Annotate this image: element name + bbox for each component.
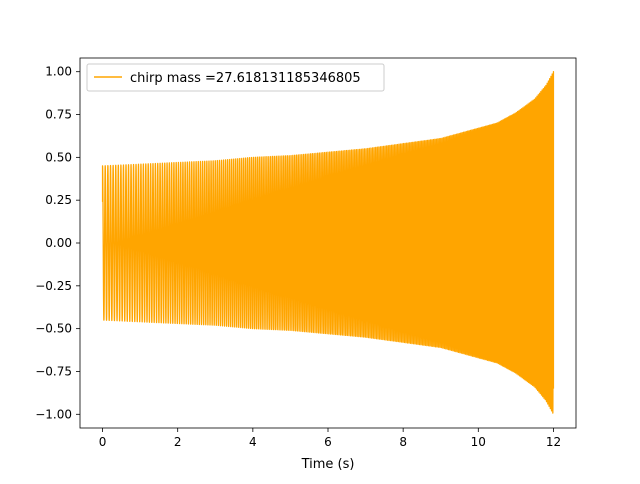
y-tick-label: −0.75 xyxy=(35,364,72,378)
x-tick-label: 10 xyxy=(471,435,486,449)
y-tick-label: −1.00 xyxy=(35,407,72,421)
y-tick-label: 1.00 xyxy=(45,65,72,79)
x-tick-label: 2 xyxy=(174,435,182,449)
y-tick-label: −0.25 xyxy=(35,279,72,293)
x-tick-label: 0 xyxy=(99,435,107,449)
series-layer xyxy=(101,71,555,414)
legend-box xyxy=(86,63,385,92)
series-line-chirp xyxy=(101,71,555,414)
x-tick-label: 4 xyxy=(249,435,257,449)
y-axis: 1.00 0.75 0.50 0.25 0.00 −0.25 −0.50 −0.75 −1.00 xyxy=(35,65,80,421)
y-tick-label: 0.75 xyxy=(45,108,72,122)
y-tick-label: −0.50 xyxy=(35,322,72,336)
y-tick-label: 0.00 xyxy=(45,236,72,250)
x-tick-label: 8 xyxy=(399,435,407,449)
y-tick-label: 0.50 xyxy=(45,150,72,164)
x-tick-label: 12 xyxy=(546,435,561,449)
x-axis-label: Time (s) xyxy=(301,457,355,472)
x-tick-label: 6 xyxy=(324,435,332,449)
legend-label: chirp mass =27.618131185346805 xyxy=(130,71,361,86)
y-tick-label: 0.25 xyxy=(45,193,72,207)
x-axis: 0 2 4 6 8 10 12 xyxy=(99,428,561,449)
legend: chirp mass =27.618131185346805 xyxy=(86,63,385,92)
